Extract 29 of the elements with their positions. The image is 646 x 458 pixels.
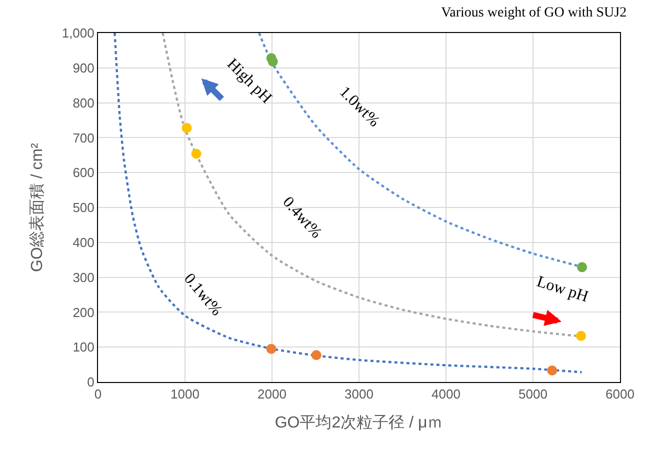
x-tick-label: 4000 [432,386,460,402]
point [311,350,322,360]
y-tick-label: 0 [87,374,94,390]
y-tick-label: 500 [72,200,94,216]
x-tick-label: 1000 [170,386,200,402]
point [547,365,558,376]
y-axis-title: GO総表面積 / cm² [28,142,46,272]
y-tick-label: 900 [72,60,94,76]
x-tick-label: 6000 [606,386,634,402]
point [577,262,588,272]
y-tick-label: 400 [72,234,94,250]
point [266,344,276,354]
y-tick-label: 600 [72,165,94,180]
y-tick-label: 200 [72,304,94,320]
y-tick-label: 1,000 [62,26,94,41]
x-axis-title: GO平均2次粒子径 / μｍ [274,414,444,432]
annotation: Low pH [534,273,591,306]
y-tick-label: 700 [72,130,94,146]
y-tick-label: 100 [72,340,94,355]
point [576,330,586,341]
y-tick-label: 800 [72,95,94,110]
chart-title: Various weight of GO with SUJ2 [441,6,627,21]
x-tick-label: 5000 [518,386,548,402]
x-tick-label: 2000 [258,386,286,402]
point [182,122,192,133]
point [191,148,202,159]
y-tick-label: 300 [72,270,94,285]
point [268,56,278,67]
x-tick-label: 3000 [344,386,374,402]
